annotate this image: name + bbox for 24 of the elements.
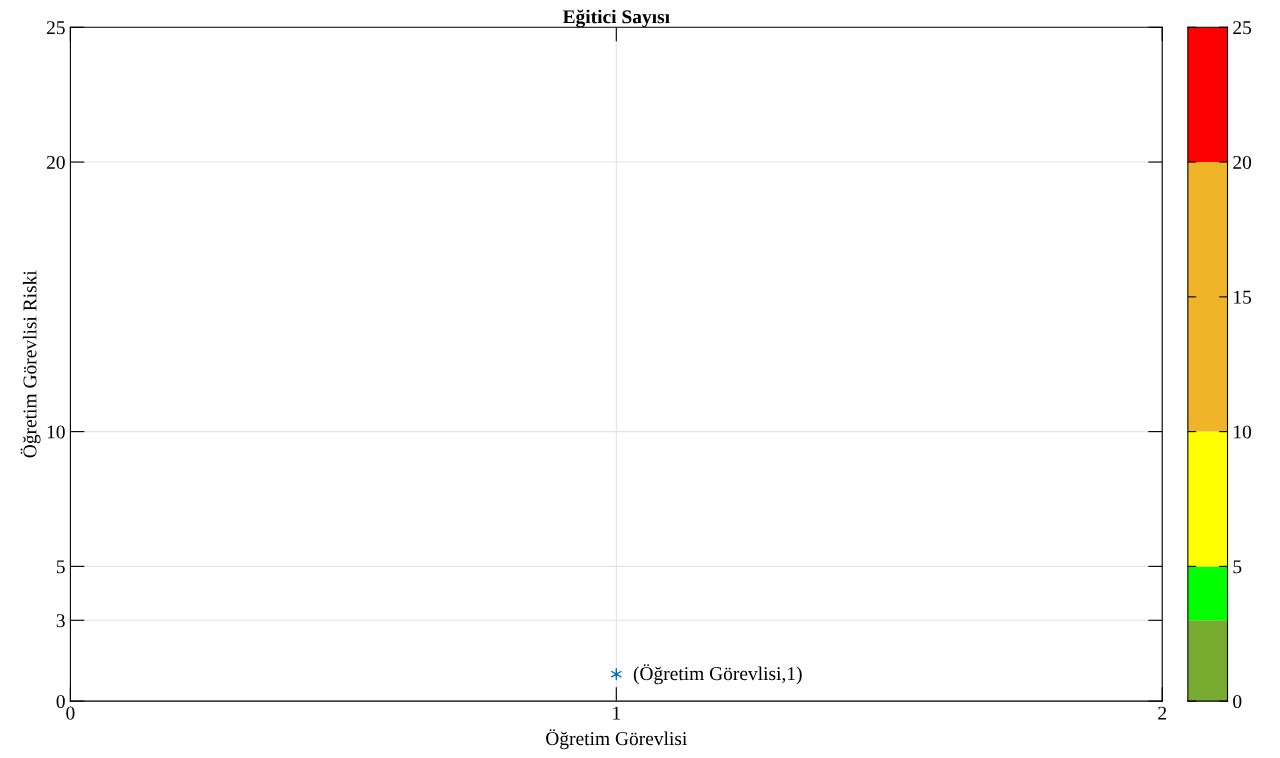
annotation: (Öğretim Görevlisi,1) xyxy=(633,664,802,685)
y-tick-label: 0 xyxy=(56,694,65,709)
y-tick-label: 3 xyxy=(56,614,65,628)
y-tick-label: 5 xyxy=(56,560,65,574)
y-tick-label: 20 xyxy=(1233,155,1252,169)
y-tick-label: 0 xyxy=(1233,694,1242,709)
y-tick-label: 20 xyxy=(46,155,65,169)
y-tick-label: 5 xyxy=(1233,560,1242,574)
y-axis-title: Öğretim Görevlisi Riski xyxy=(20,270,41,458)
y-tick-label: 10 xyxy=(1234,425,1252,439)
bar xyxy=(1187,431,1228,567)
y-tick-label: 25 xyxy=(46,21,65,35)
x-tick-label: 1 xyxy=(613,706,621,720)
x-tick-label: 2 xyxy=(1158,706,1167,720)
x-tick-label: 0 xyxy=(66,706,75,720)
y-tick-label: 25 xyxy=(1233,21,1252,35)
bar xyxy=(1187,27,1228,163)
bar xyxy=(1187,566,1228,621)
y-tick-label: 10 xyxy=(47,425,65,439)
x-axis-title: Öğretim Görevlisi xyxy=(546,729,687,750)
bar xyxy=(1187,620,1228,702)
bar xyxy=(1187,162,1228,432)
chart-title: Eğitici Sayısı xyxy=(562,9,670,28)
y-tick-label: 15 xyxy=(1234,290,1252,304)
